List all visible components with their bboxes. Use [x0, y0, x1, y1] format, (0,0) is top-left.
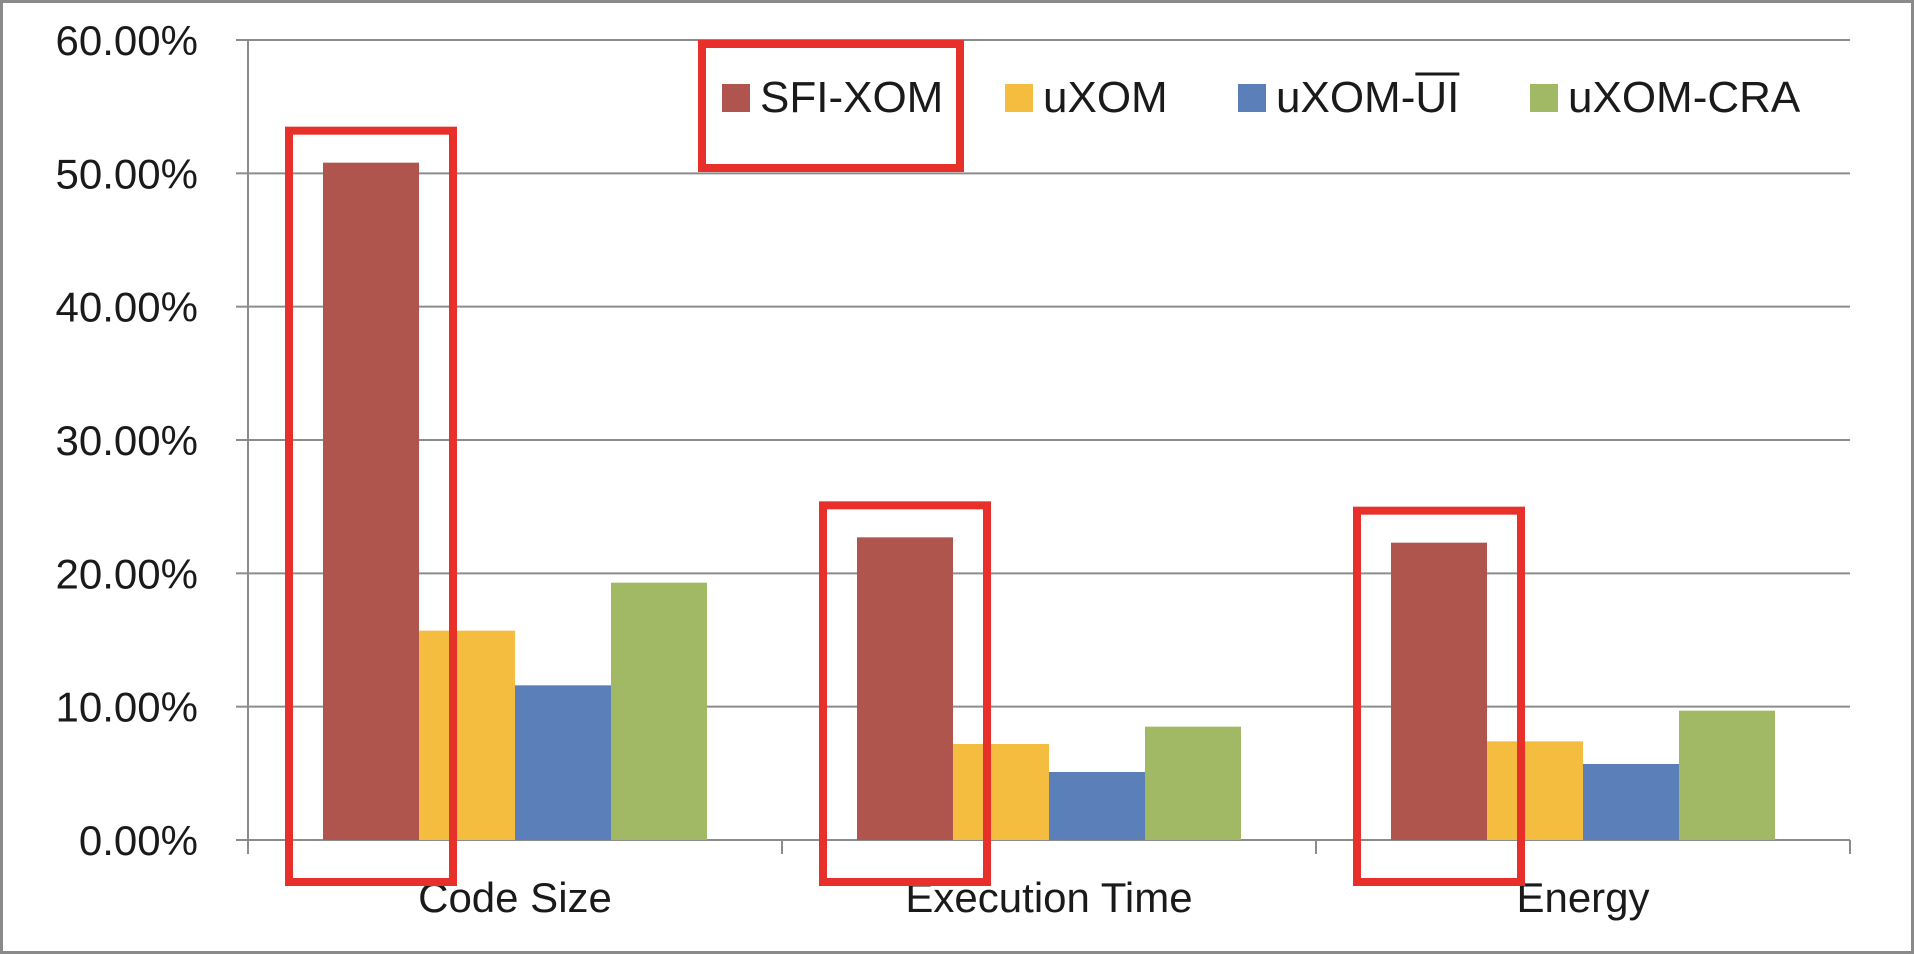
bar-uxom [953, 744, 1049, 840]
legend-label: uXOM-CRA [1568, 73, 1801, 122]
bar-uxom-cra [1679, 710, 1775, 840]
bar-uxom [419, 630, 515, 840]
y-tick-label: 60.00% [56, 17, 198, 64]
legend-swatch [722, 84, 750, 112]
bar-uxom-cra [1145, 726, 1241, 840]
legend-swatch [1530, 84, 1558, 112]
x-axis: Code Size Execution Time Energy [247, 839, 1851, 921]
y-tick-label: 30.00% [56, 417, 198, 464]
bar-sfi-xom [857, 537, 953, 840]
y-tick-label: 50.00% [56, 150, 198, 197]
bar-uxom-ui [1583, 764, 1679, 840]
x-tick-label: Energy [1516, 874, 1649, 921]
y-tick-label: 10.00% [56, 684, 198, 731]
bar-uxom-ui [515, 685, 611, 840]
bar-uxom-ui [1049, 772, 1145, 840]
legend-swatch [1238, 84, 1266, 112]
y-axis: 0.00% 10.00% 20.00% 30.00% 40.00% 50.00% 60.00… [56, 17, 249, 864]
bar-sfi-xom [323, 162, 419, 840]
legend: SFI-XOM uXOM uXOM-UI uXOM-CRA [722, 72, 1801, 122]
bars [323, 162, 1775, 840]
highlight-box [285, 126, 457, 886]
bar-sfi-xom [1391, 542, 1487, 840]
highlight-boxes [285, 40, 1525, 886]
y-tick-label: 20.00% [56, 550, 198, 597]
bar-uxom-cra [611, 582, 707, 840]
y-tick-label: 40.00% [56, 284, 198, 331]
bar-uxom [1487, 741, 1583, 840]
legend-highlight-box [698, 40, 964, 172]
y-tick-label: 0.00% [79, 817, 198, 864]
legend-swatch [1005, 84, 1033, 112]
highlight-box [1353, 506, 1525, 886]
highlight-box [819, 501, 991, 886]
legend-label: uXOM [1043, 73, 1168, 122]
legend-label: uXOM-UI [1276, 73, 1459, 122]
legend-label: SFI-XOM [760, 73, 943, 122]
